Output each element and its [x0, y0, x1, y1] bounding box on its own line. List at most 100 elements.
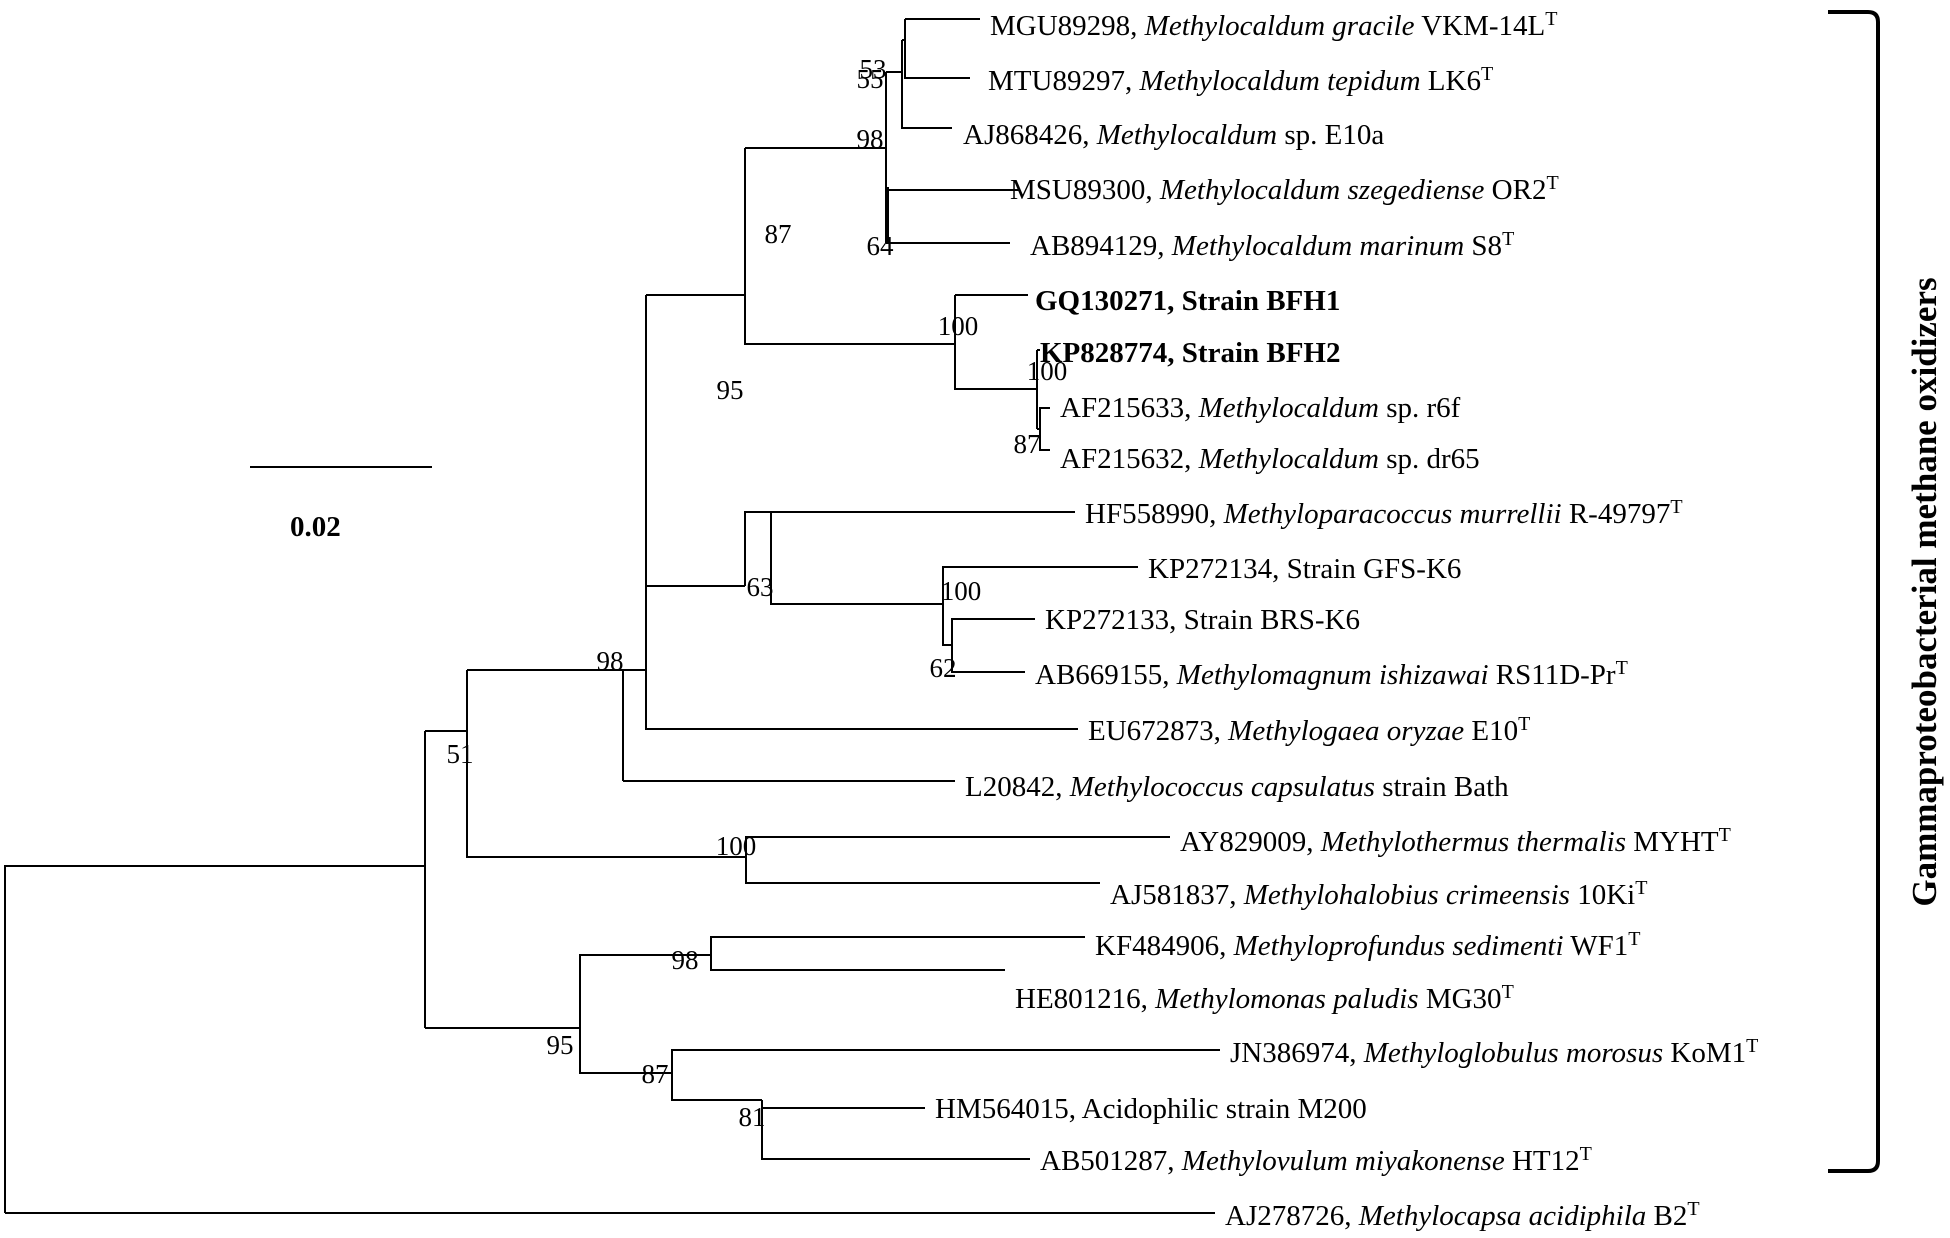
taxon-accession: KP272133,	[1045, 604, 1184, 636]
branch-n98-profundus	[710, 936, 1085, 971]
taxon-label: AF215632, Methylocaldum sp. dr65	[1060, 443, 1480, 475]
branch-n81-m200	[761, 1100, 1030, 1160]
taxon-accession: HE801216,	[1015, 983, 1155, 1015]
taxon-species: Methylogaea oryzae	[1227, 715, 1464, 747]
taxon-strain: HT12	[1512, 1145, 1580, 1177]
taxon-strain: Strain GFS-K6	[1287, 553, 1462, 585]
taxon-accession: AY829009,	[1180, 826, 1321, 858]
branch-node-95	[645, 295, 1078, 730]
taxon-label: KP828774, Strain BFH2	[1040, 337, 1341, 369]
branch-to-n95	[623, 586, 647, 671]
taxon-accession: AF215632,	[1060, 443, 1199, 475]
bracket-label: Gammaproteobacterial methane oxidizers	[1905, 277, 1944, 906]
taxon-type-strain-mark: T	[1481, 63, 1493, 85]
taxon-strain: Strain BFH1	[1182, 285, 1341, 317]
taxon-species: Methylocaldum gracile	[1144, 10, 1415, 42]
taxon-label: MSU89300, Methylocaldum szegediense OR2T	[1010, 172, 1559, 206]
taxon-accession: MTU89297,	[988, 65, 1139, 97]
taxon-label: HM564015, Acidophilic strain M200	[935, 1093, 1367, 1125]
taxon-labels: MGU89298, Methylocaldum gracile VKM-14LT…	[935, 8, 1758, 1232]
clade-bracket: Gammaproteobacterial methane oxidizers	[1828, 10, 1944, 1173]
taxon-label: L20842, Methylococcus capsulatus strain …	[965, 771, 1509, 803]
taxon-accession: AB894129,	[1030, 230, 1172, 262]
taxon-space	[1464, 230, 1471, 262]
taxon-species: Methylomonas paludis	[1154, 983, 1418, 1015]
taxon-accession: L20842,	[965, 771, 1070, 803]
taxon-space	[1277, 119, 1284, 151]
bootstrap-value: 87	[765, 219, 792, 249]
taxon-space	[1375, 771, 1382, 803]
taxon-type-strain-mark: T	[1670, 496, 1682, 518]
bootstrap-value: 51	[447, 739, 474, 769]
taxon-type-strain-mark: T	[1546, 172, 1558, 194]
taxon-accession: AJ581837,	[1110, 879, 1244, 911]
bootstrap-value: 95	[717, 375, 744, 405]
taxon-label: AY829009, Methylothermus thermalis MYHTT	[1180, 824, 1731, 858]
taxon-accession: AB669155,	[1035, 659, 1177, 691]
taxon-label: MGU89298, Methylocaldum gracile VKM-14LT	[990, 8, 1557, 42]
taxon-label: KP272133, Strain BRS-K6	[1045, 604, 1360, 636]
taxon-type-strain-mark: T	[1628, 928, 1640, 950]
taxon-strain: 10Ki	[1577, 879, 1635, 911]
taxon-space	[1419, 983, 1426, 1015]
taxon-space	[1626, 826, 1633, 858]
taxon-label: HF558990, Methyloparacoccus murrellii R-…	[1085, 496, 1683, 530]
taxon-space	[1663, 1037, 1670, 1069]
taxon-species: Methylohalobius crimeensis	[1243, 879, 1570, 911]
bootstrap-value: 98	[597, 646, 624, 676]
taxon-space	[1562, 498, 1569, 530]
taxon-label: AJ278726, Methylocapsa acidiphila B2T	[1225, 1198, 1700, 1232]
taxon-accession: MGU89298,	[990, 10, 1145, 42]
branch-n63	[744, 511, 943, 605]
taxon-strain: MYHT	[1633, 826, 1719, 858]
taxon-strain: Strain BRS-K6	[1184, 604, 1360, 636]
taxon-strain: Strain BFH2	[1182, 337, 1341, 369]
taxon-species: Methylocaldum tepidum	[1138, 65, 1420, 97]
taxon-species: Methylocaldum	[1198, 443, 1379, 475]
taxon-accession: KP828774,	[1040, 337, 1182, 369]
branch-n100-bfh	[954, 294, 1028, 389]
branch-n87-to-n98a	[744, 147, 796, 247]
taxon-strain: WF1	[1570, 930, 1628, 962]
taxon-accession: GQ130271,	[1035, 285, 1182, 317]
taxon-strain: sp. dr65	[1386, 443, 1479, 475]
taxon-species: Methylomagnum ishizawai	[1176, 659, 1489, 691]
branch-bfh-vertical	[954, 295, 1037, 390]
bootstrap-value: 98	[672, 945, 699, 975]
branch-n55	[886, 40, 952, 129]
bootstrap-value: 87	[1014, 429, 1041, 459]
taxon-type-strain-mark: T	[1518, 713, 1530, 735]
branch-n100-thermus	[745, 836, 1170, 884]
branch-to-98	[425, 670, 468, 732]
taxon-type-strain-mark: T	[1580, 1143, 1592, 1165]
taxon-space	[1646, 1200, 1653, 1232]
taxon-label: AF215633, Methylocaldum sp. r6f	[1060, 392, 1461, 424]
taxon-strain: R-49797	[1569, 498, 1671, 530]
taxon-species: Methylocaldum	[1198, 392, 1379, 424]
bootstrap-value: 55	[857, 64, 884, 94]
taxon-species: Methylocapsa acidiphila	[1358, 1200, 1647, 1232]
taxon-space	[1484, 174, 1491, 206]
taxon-strain: VKM-14L	[1421, 10, 1545, 42]
taxon-strain: sp. E10a	[1284, 119, 1384, 151]
taxon-accession: EU672873,	[1088, 715, 1228, 747]
taxon-accession: AJ278726,	[1225, 1200, 1359, 1232]
scale-bar: 0.02	[250, 466, 432, 543]
taxon-type-strain-mark: T	[1502, 981, 1514, 1003]
taxon-space	[1379, 443, 1386, 475]
taxon-strain: sp. r6f	[1386, 392, 1460, 424]
branch-n87-globulus	[671, 1049, 1220, 1101]
taxon-label: HE801216, Methylomonas paludis MG30T	[1015, 981, 1514, 1015]
bootstrap-value: 100	[716, 831, 757, 861]
taxon-species: Methylococcus capsulatus	[1069, 771, 1375, 803]
taxon-type-strain-mark: T	[1687, 1198, 1699, 1220]
taxon-label: AB669155, Methylomagnum ishizawai RS11D-…	[1035, 657, 1628, 691]
taxon-type-strain-mark: T	[1502, 228, 1514, 250]
taxon-species: Methylocaldum marinum	[1171, 230, 1464, 262]
bootstrap-value: 53	[860, 54, 887, 84]
bootstrap-value: 100	[938, 311, 979, 341]
taxon-type-strain-mark: T	[1719, 824, 1731, 846]
taxon-accession: AJ868426,	[963, 119, 1097, 151]
